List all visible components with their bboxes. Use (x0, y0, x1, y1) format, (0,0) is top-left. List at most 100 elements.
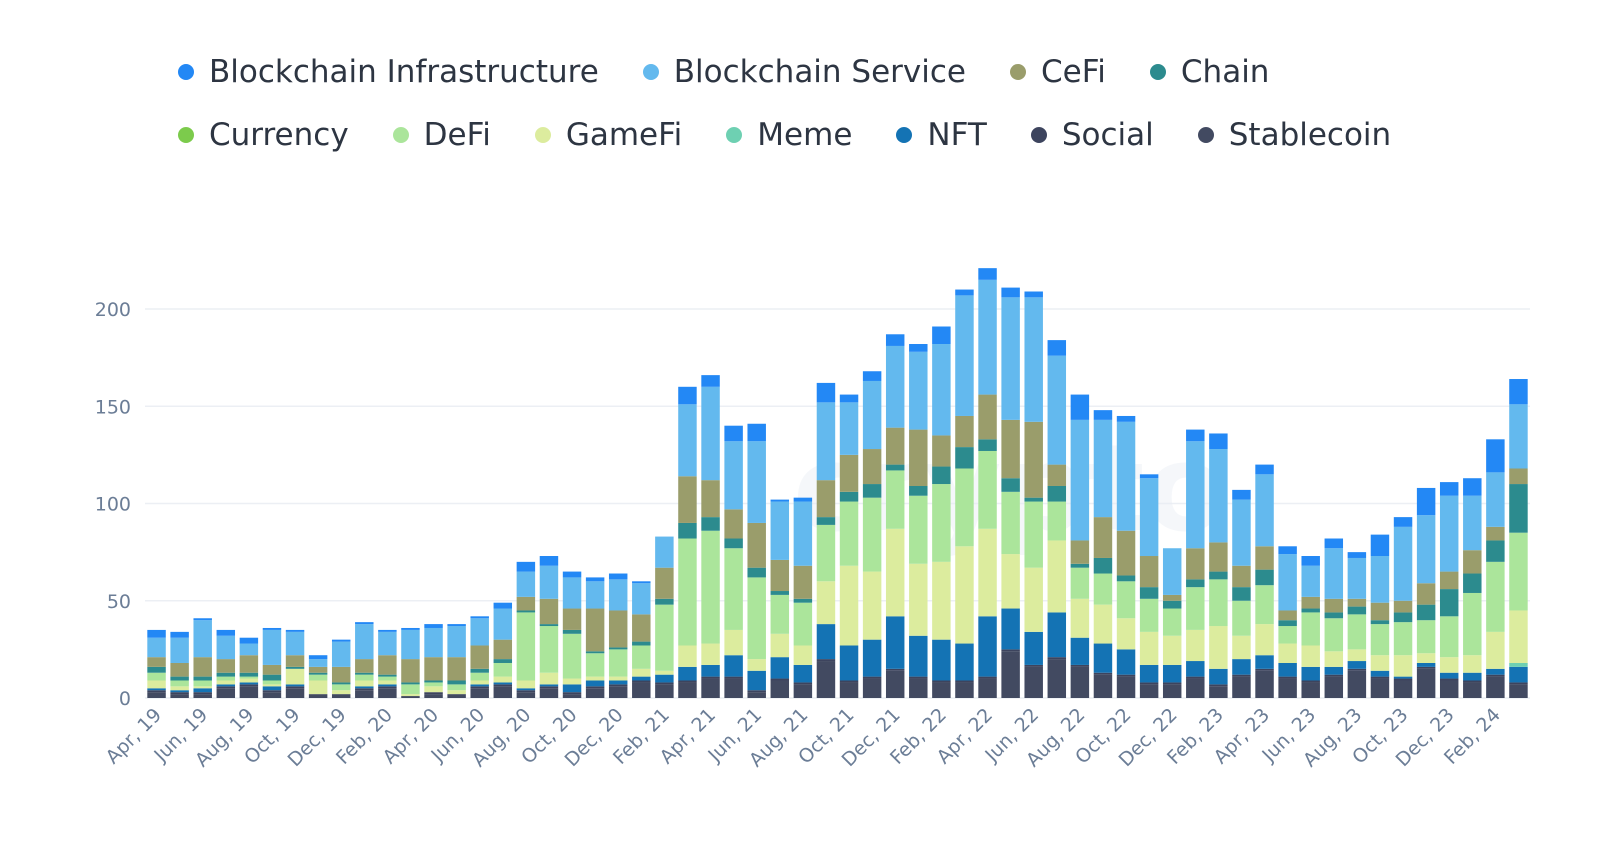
bar-segment-blockchain-service[interactable] (978, 279, 997, 395)
bar-segment-defi[interactable] (1255, 585, 1274, 625)
bar-segment-stablecoin[interactable] (1370, 678, 1390, 698)
bar-segment-cefi[interactable] (1324, 598, 1344, 613)
bar-segment-stablecoin[interactable] (1001, 651, 1020, 698)
bar-stack[interactable] (378, 629, 397, 698)
bar-segment-chain[interactable] (401, 682, 420, 685)
bar-stack[interactable] (816, 382, 836, 698)
bar-segment-social[interactable] (585, 686, 605, 689)
bar-segment-blockchain-service[interactable] (608, 579, 628, 611)
bar-segment-social[interactable] (608, 684, 628, 687)
bar-segment-nft[interactable] (1439, 672, 1459, 679)
bar-segment-gamefi[interactable] (770, 633, 790, 658)
bar-segment-social[interactable] (424, 692, 443, 695)
bar-segment-defi[interactable] (193, 680, 212, 687)
bar-stack[interactable] (1509, 379, 1528, 698)
bar-segment-nft[interactable] (1347, 661, 1367, 669)
bar-stack[interactable] (447, 624, 466, 698)
bar-segment-nft[interactable] (493, 682, 513, 685)
bar-segment-cefi[interactable] (770, 559, 790, 592)
bar-segment-cefi[interactable] (1162, 594, 1182, 601)
bar-stack[interactable] (862, 371, 882, 698)
bar-segment-cefi[interactable] (1070, 540, 1090, 564)
legend-item-blockchain-infrastructure[interactable]: Blockchain Infrastructure (178, 54, 599, 90)
bar-segment-cefi[interactable] (608, 610, 628, 648)
bar-segment-blockchain-infrastructure[interactable] (701, 375, 720, 387)
bar-segment-defi[interactable] (424, 682, 443, 687)
bar-segment-stablecoin[interactable] (539, 688, 559, 698)
bar-stack[interactable] (1301, 556, 1320, 698)
bar-stack[interactable] (1070, 394, 1090, 698)
bar-segment-blockchain-infrastructure[interactable] (909, 344, 928, 352)
bar-segment-stablecoin[interactable] (1070, 666, 1090, 698)
bar-segment-defi[interactable] (1393, 622, 1413, 656)
bar-segment-defi[interactable] (1486, 561, 1505, 632)
bar-segment-nft[interactable] (562, 684, 582, 693)
bar-segment-cefi[interactable] (862, 449, 882, 485)
bar-stack[interactable] (1047, 340, 1067, 698)
bar-segment-blockchain-infrastructure[interactable] (1301, 556, 1320, 566)
legend-item-gamefi[interactable]: GameFi (534, 117, 682, 153)
bar-segment-chain[interactable] (632, 641, 651, 646)
bar-segment-blockchain-service[interactable] (1093, 419, 1113, 518)
bar-segment-cefi[interactable] (724, 509, 743, 539)
bar-segment-gamefi[interactable] (1047, 540, 1067, 613)
bar-segment-cefi[interactable] (632, 614, 651, 642)
bar-segment-defi[interactable] (378, 676, 397, 681)
bar-segment-social[interactable] (1416, 666, 1436, 669)
bar-segment-social[interactable] (747, 690, 766, 693)
bar-segment-gamefi[interactable] (632, 668, 651, 677)
bar-segment-gamefi[interactable] (1001, 554, 1020, 609)
bar-stack[interactable] (285, 629, 305, 698)
bar-segment-blockchain-service[interactable] (1324, 548, 1344, 599)
bar-segment-blockchain-infrastructure[interactable] (955, 289, 974, 296)
bar-segment-blockchain-infrastructure[interactable] (539, 556, 559, 566)
bar-segment-stablecoin[interactable] (955, 682, 974, 698)
bar-segment-blockchain-service[interactable] (1116, 421, 1136, 531)
bar-segment-chain[interactable] (170, 676, 189, 681)
bar-segment-stablecoin[interactable] (1463, 682, 1482, 698)
bar-segment-blockchain-service[interactable] (770, 501, 790, 560)
bar-segment-chain[interactable] (147, 666, 166, 673)
bar-segment-chain[interactable] (678, 522, 697, 539)
legend-item-currency[interactable]: Currency (178, 117, 349, 153)
bar-segment-gamefi[interactable] (447, 690, 466, 695)
bar-stack[interactable] (585, 577, 605, 698)
bar-segment-gamefi[interactable] (701, 643, 720, 665)
bar-segment-blockchain-service[interactable] (1024, 297, 1043, 422)
bar-segment-chain[interactable] (655, 598, 674, 605)
bar-segment-blockchain-service[interactable] (1162, 548, 1182, 595)
bar-segment-social[interactable] (655, 682, 674, 685)
bar-segment-nft[interactable] (632, 676, 651, 681)
bar-segment-blockchain-infrastructure[interactable] (308, 655, 328, 660)
bar-segment-stablecoin[interactable] (1116, 676, 1136, 698)
bar-segment-chain[interactable] (839, 491, 859, 502)
bar-segment-defi[interactable] (331, 684, 351, 691)
bar-stack[interactable] (1255, 464, 1274, 698)
bar-segment-stablecoin[interactable] (1324, 676, 1344, 698)
bar-stack[interactable] (1370, 534, 1390, 698)
bar-stack[interactable] (1139, 474, 1159, 698)
bar-segment-social[interactable] (1347, 668, 1367, 671)
bar-segment-blockchain-infrastructure[interactable] (147, 629, 166, 638)
bar-segment-cefi[interactable] (1347, 598, 1367, 607)
bar-segment-blockchain-service[interactable] (932, 344, 951, 436)
bar-segment-nft[interactable] (1278, 662, 1297, 677)
bar-segment-chain[interactable] (1278, 620, 1297, 627)
bar-segment-defi[interactable] (470, 672, 489, 681)
bar-segment-cefi[interactable] (216, 659, 236, 673)
bar-segment-blockchain-infrastructure[interactable] (1232, 489, 1251, 500)
bar-segment-nft[interactable] (1186, 661, 1205, 677)
bar-segment-blockchain-infrastructure[interactable] (1370, 534, 1390, 557)
bar-segment-nft[interactable] (1416, 662, 1436, 667)
bar-stack[interactable] (239, 637, 259, 698)
bar-segment-chain[interactable] (1347, 606, 1367, 615)
bar-segment-blockchain-service[interactable] (632, 583, 651, 615)
bar-segment-cefi[interactable] (585, 608, 605, 652)
bar-segment-blockchain-infrastructure[interactable] (978, 268, 997, 280)
bar-segment-blockchain-infrastructure[interactable] (331, 639, 351, 642)
bar-segment-chain[interactable] (1439, 589, 1459, 617)
bar-stack[interactable] (1209, 433, 1228, 698)
bar-segment-chain[interactable] (1232, 587, 1251, 601)
bar-segment-blockchain-service[interactable] (1416, 515, 1436, 584)
bar-segment-stablecoin[interactable] (839, 682, 859, 698)
